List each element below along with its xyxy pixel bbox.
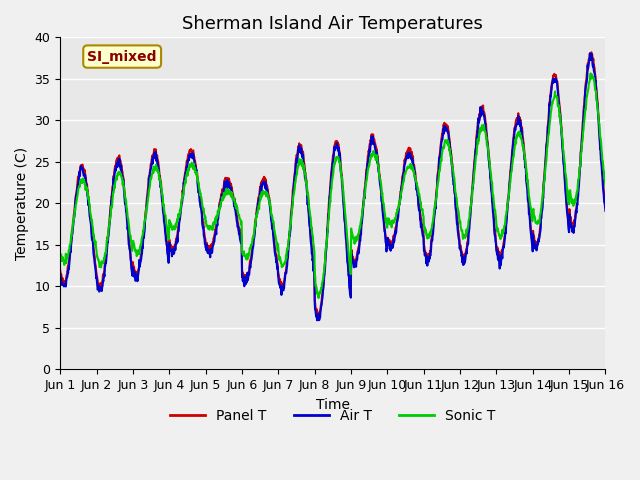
Air T: [239, 273, 246, 278]
Sonic T: [602, 184, 609, 190]
Title: Sherman Island Air Temperatures: Sherman Island Air Temperatures: [182, 15, 483, 33]
Panel T: [489, 205, 497, 211]
Panel T: [239, 270, 246, 276]
Line: Sonic T: Sonic T: [60, 73, 605, 298]
Panel T: [602, 204, 609, 209]
Panel T: [588, 49, 595, 55]
Y-axis label: Temperature (C): Temperature (C): [15, 147, 29, 260]
Panel T: [164, 255, 172, 261]
Air T: [586, 51, 594, 57]
Air T: [164, 257, 172, 263]
Sonic T: [537, 206, 545, 212]
Legend: Panel T, Air T, Sonic T: Panel T, Air T, Sonic T: [164, 404, 501, 429]
Panel T: [56, 267, 64, 273]
Panel T: [314, 314, 322, 320]
Sonic T: [315, 295, 323, 301]
Air T: [602, 208, 609, 214]
Line: Panel T: Panel T: [60, 52, 605, 317]
Sonic T: [418, 206, 426, 212]
Air T: [418, 225, 426, 231]
Text: SI_mixed: SI_mixed: [88, 49, 157, 63]
Air T: [537, 216, 545, 221]
X-axis label: Time: Time: [316, 397, 350, 411]
Air T: [177, 202, 185, 208]
Air T: [56, 270, 64, 276]
Sonic T: [489, 193, 497, 199]
Panel T: [177, 201, 185, 206]
Air T: [313, 317, 321, 323]
Air T: [489, 209, 497, 215]
Panel T: [537, 214, 545, 219]
Sonic T: [164, 236, 172, 241]
Sonic T: [177, 200, 185, 206]
Panel T: [418, 221, 426, 227]
Line: Air T: Air T: [60, 54, 605, 320]
Sonic T: [56, 251, 64, 257]
Sonic T: [239, 250, 246, 256]
Sonic T: [587, 71, 595, 76]
